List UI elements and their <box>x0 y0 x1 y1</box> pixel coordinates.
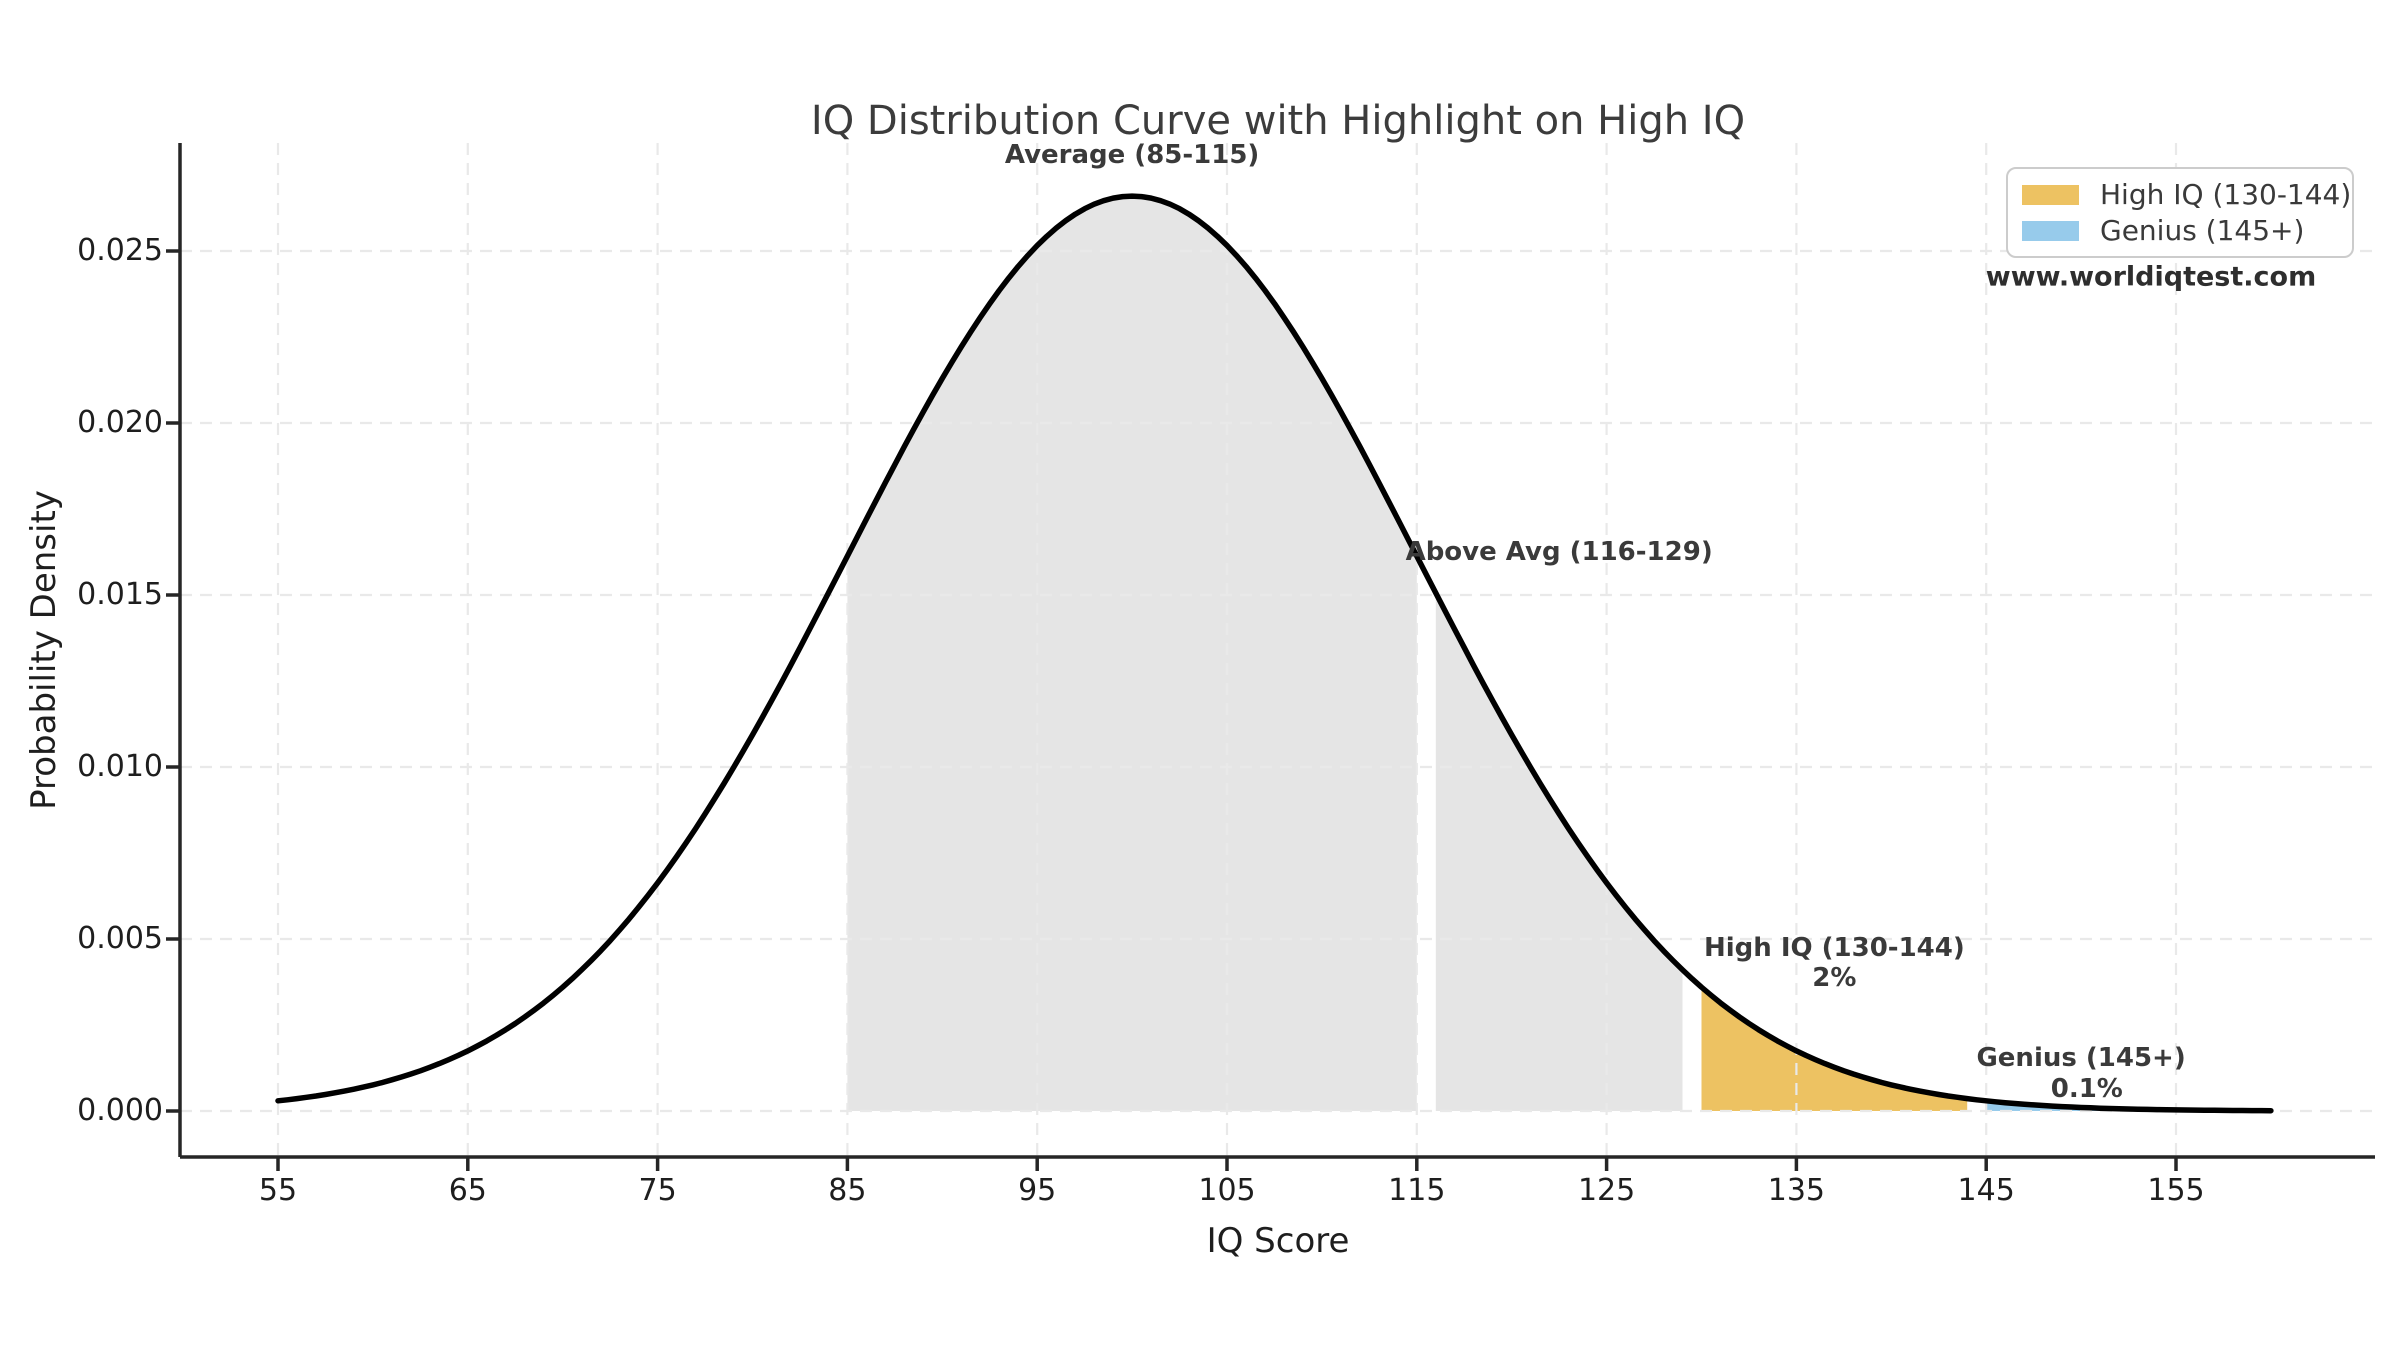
region-fill-high-iq <box>1701 987 1968 1111</box>
chart-title: IQ Distribution Curve with Highlight on … <box>810 98 1746 144</box>
x-tick-label: 145 <box>1957 1173 2015 1208</box>
x-tick-label: 55 <box>258 1173 298 1208</box>
y-tick-label: 0.010 <box>77 749 163 784</box>
y-tick-label: 0.020 <box>77 405 163 440</box>
x-tick-label: 115 <box>1388 1173 1446 1208</box>
legend-swatch-high-iq <box>2022 184 2079 205</box>
distribution-curve <box>275 193 2274 1114</box>
x-tick-label: 125 <box>1577 1173 1636 1208</box>
x-tick-label: 105 <box>1198 1173 1256 1208</box>
legend-swatch-genius <box>2022 220 2079 241</box>
x-tick-label: 75 <box>638 1173 677 1208</box>
watermark: www.worldiqtest.com <box>1985 261 2317 293</box>
annotation-text: High IQ (130-144) <box>1703 932 1965 963</box>
annotation-text: 2% <box>1812 962 1857 993</box>
legend-label-high-iq: High IQ (130-144) <box>2100 178 2352 211</box>
x-tick-label: 65 <box>448 1173 487 1208</box>
x-tick-label: 85 <box>828 1173 867 1208</box>
annotation-text: Above Avg (116-129) <box>1405 537 1713 567</box>
y-tick-label: 0.005 <box>77 921 163 956</box>
region-fill-above-average <box>1435 593 1683 1111</box>
annotation-text: 0.1% <box>2050 1073 2123 1104</box>
region-fill-average <box>847 196 1417 1112</box>
x-tick-label: 135 <box>1767 1173 1826 1208</box>
legend-label-genius: Genius (145+) <box>2100 214 2305 247</box>
annotation-text: Genius (145+) <box>1976 1043 2186 1074</box>
y-tick-label: 0.025 <box>77 233 163 268</box>
legend: High IQ (130-144) Genius (145+) <box>2006 167 2354 258</box>
x-axis-label: IQ Score <box>1206 1221 1350 1261</box>
y-tick-label: 0.015 <box>77 577 163 612</box>
x-tick-label: 155 <box>2147 1173 2205 1208</box>
annotation-text: Average (85-115) <box>1004 140 1260 171</box>
legend-row-high-iq: High IQ (130-144) <box>2022 178 2351 211</box>
legend-row-genius: Genius (145+) <box>2022 214 2342 247</box>
y-tick-label: 0.000 <box>77 1093 163 1128</box>
x-tick-label: 95 <box>1018 1173 1057 1208</box>
